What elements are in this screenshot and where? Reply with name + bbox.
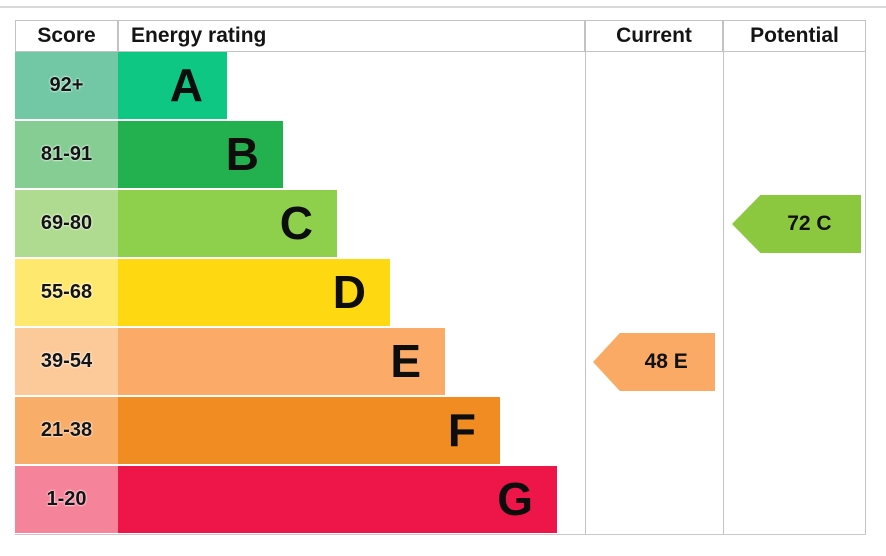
band-row-e: 39-54 E <box>15 328 866 397</box>
score-range: 81-91 <box>15 121 118 188</box>
band-letter: E <box>390 335 421 387</box>
band-bar: F <box>118 397 500 464</box>
band-row-f: 21-38 F <box>15 397 866 466</box>
band-row-b: 81-91 B <box>15 121 866 190</box>
current-rating-arrow: 48 E <box>593 333 715 391</box>
score-range: 39-54 <box>15 328 118 395</box>
header-current: Current <box>585 20 723 52</box>
score-range: 92+ <box>15 52 118 119</box>
header-score: Score <box>15 20 118 52</box>
band-letter: G <box>497 473 533 525</box>
top-divider <box>0 6 886 8</box>
band-letter: A <box>169 59 203 111</box>
band-row-a: 92+ A <box>15 52 866 121</box>
score-range: 69-80 <box>15 190 118 257</box>
band-letter: F <box>447 404 476 456</box>
current-rating-label: 48 E <box>644 350 688 373</box>
band-bar: G <box>118 466 557 533</box>
band-row-g: 1-20 G <box>15 466 866 535</box>
band-row-d: 55-68 D <box>15 259 866 328</box>
column-divider-potential <box>723 20 724 535</box>
score-range: 1-20 <box>15 466 118 533</box>
band-letter: B <box>225 128 259 180</box>
table-bottom-edge <box>15 534 866 535</box>
band-letter: C <box>279 197 313 249</box>
band-letter: D <box>332 266 366 318</box>
band-bar: D <box>118 259 390 326</box>
header-energy-rating: Energy rating <box>118 20 585 52</box>
rating-table: Score Energy rating Current Potential 92… <box>15 20 866 535</box>
band-bar: C <box>118 190 337 257</box>
score-range: 55-68 <box>15 259 118 326</box>
potential-rating-label: 72 C <box>787 212 832 235</box>
band-bar: A <box>118 52 227 119</box>
column-divider-current <box>585 20 586 535</box>
header-potential: Potential <box>723 20 866 52</box>
score-range: 21-38 <box>15 397 118 464</box>
band-row-c: 69-80 C <box>15 190 866 259</box>
band-bar: E <box>118 328 445 395</box>
band-bar: B <box>118 121 283 188</box>
potential-rating-arrow: 72 C <box>732 195 861 253</box>
table-right-edge <box>865 20 866 535</box>
